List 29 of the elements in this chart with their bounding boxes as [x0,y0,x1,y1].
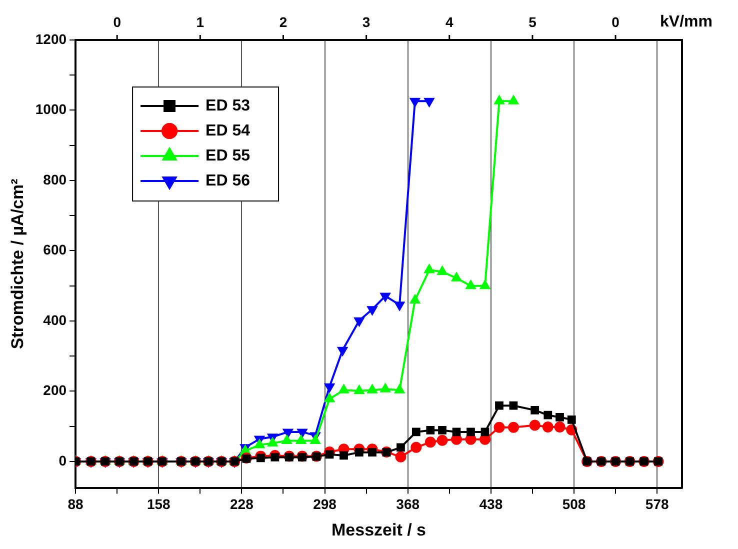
y-tick-label: 1200 [35,30,67,47]
x-tick-label: 158 [146,496,171,512]
legend-label: ED 55 [206,147,250,164]
x-tick-label: 368 [396,496,420,512]
y-tick-label: 400 [43,312,67,328]
x-axis-title: Messzeit / s [332,520,426,540]
y-tick-label: 1000 [35,101,67,118]
x-tick-label: 578 [645,496,669,512]
text: 5 [528,14,537,30]
text: 1 [196,14,204,30]
x-tick-label: 228 [230,496,254,512]
y-tick-label: 0 [58,452,67,468]
text: 0 [113,14,122,30]
text: 3 [362,14,370,30]
y-tick-label: 600 [43,242,67,258]
legend-label: ED 56 [206,172,250,190]
y-tick-label: 200 [43,382,67,398]
text: 4 [445,14,454,30]
text: 0 [612,14,620,30]
legend-label: ED 53 [206,97,250,114]
text: kV/mm [660,13,712,30]
x-tick-label: 298 [313,496,337,512]
text: 2 [279,14,288,30]
legend-label: ED 54 [206,122,250,140]
y-axis-title: Stromdichte / µA/cm² [8,178,27,350]
x-tick-label: 88 [68,496,84,512]
x-tick-label: 438 [479,496,503,512]
x-tick-label: 508 [562,496,586,512]
y-tick-label: 800 [43,171,67,188]
